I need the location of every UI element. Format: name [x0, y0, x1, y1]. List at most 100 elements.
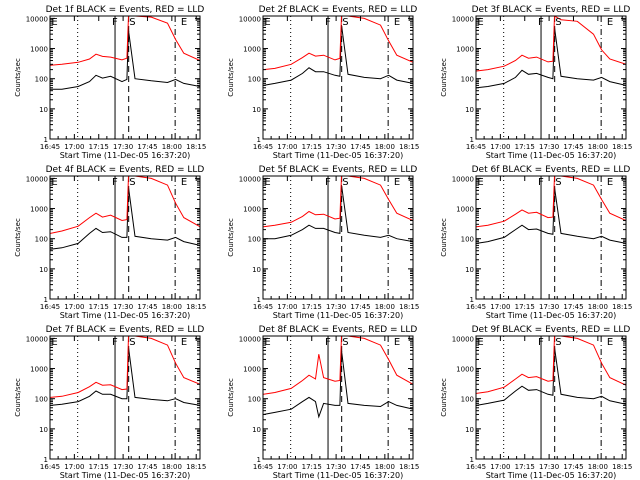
x-axis-label: Start Time (11-Dec-05 16:37:20) — [486, 471, 617, 480]
y-tick-label: 1000 — [456, 206, 474, 214]
x-tick-label: 18:15 — [186, 143, 206, 151]
interval-marker-f: F — [325, 177, 331, 188]
interval-marker-e: E — [181, 17, 187, 28]
x-tick-label: 17:15 — [515, 463, 535, 471]
panel-4: Det 4f BLACK = Events, RED = LLD E F S E 1 10 1… — [14, 165, 206, 320]
x-axis-label: Start Time (11-Dec-05 16:37:20) — [60, 471, 191, 480]
interval-marker-s: S — [129, 17, 135, 28]
interval-marker-s: S — [555, 177, 561, 188]
x-tick-label: 17:00 — [64, 463, 84, 471]
interval-marker-e: E — [394, 17, 400, 28]
y-tick-label: 1 — [44, 456, 48, 464]
x-tick-label: 17:00 — [490, 143, 510, 151]
x-tick-label: 18:15 — [399, 303, 419, 311]
panel-3: Det 3f BLACK = Events, RED = LLD E F S E 1 10 1… — [440, 5, 632, 160]
y-tick-label: 10000 — [452, 335, 474, 343]
x-tick-label: 18:00 — [375, 463, 395, 471]
y-tick-label: 100 — [248, 76, 261, 84]
x-tick-label: 17:15 — [515, 143, 535, 151]
y-tick-label: 1000 — [456, 366, 474, 374]
panel-8: Det 8f BLACK = Events, RED = LLD E F S E 1 10 1… — [227, 325, 419, 480]
y-tick-label: 100 — [248, 236, 261, 244]
x-axis-label: Start Time (11-Dec-05 16:37:20) — [60, 151, 191, 160]
x-tick-label: 18:00 — [588, 303, 608, 311]
x-tick-label: 17:00 — [64, 303, 84, 311]
x-tick-label: 18:15 — [612, 143, 632, 151]
panel-title: Det 5f BLACK = Events, RED = LLD — [259, 165, 418, 175]
plot-frame — [49, 15, 201, 140]
x-tick-label: 17:00 — [277, 143, 297, 151]
panel-7: Det 7f BLACK = Events, RED = LLD E F S E 1 10 1… — [14, 325, 206, 480]
interval-marker-e: E — [607, 177, 613, 188]
x-tick-label: 16:45 — [253, 143, 273, 151]
y-tick-label: 1 — [470, 456, 474, 464]
interval-marker-e: E — [394, 337, 400, 348]
x-tick-label: 16:45 — [466, 463, 486, 471]
panel-title: Det 8f BLACK = Events, RED = LLD — [259, 325, 418, 335]
x-tick-label: 18:15 — [186, 463, 206, 471]
lld-series-line — [476, 16, 626, 72]
x-tick-label: 17:45 — [563, 303, 583, 311]
x-tick-label: 18:00 — [588, 463, 608, 471]
plot-frame — [49, 335, 201, 460]
x-tick-label: 16:45 — [253, 463, 273, 471]
x-tick-label: 17:45 — [350, 303, 370, 311]
y-tick-label: 100 — [35, 76, 48, 84]
events-series-line — [263, 185, 413, 243]
x-tick-label: 17:30 — [113, 143, 133, 151]
y-tick-label: 10 — [465, 426, 474, 434]
y-tick-label: 10 — [465, 266, 474, 274]
plot-frame — [262, 15, 414, 140]
y-tick-label: 10 — [252, 266, 261, 274]
x-tick-label: 17:30 — [539, 463, 559, 471]
y-tick-label: 100 — [35, 396, 48, 404]
y-tick-label: 1 — [257, 456, 261, 464]
x-tick-label: 17:15 — [89, 143, 109, 151]
interval-marker-e: E — [607, 17, 613, 28]
y-tick-label: 1000 — [243, 366, 261, 374]
x-tick-label: 17:30 — [539, 143, 559, 151]
x-tick-label: 17:30 — [326, 303, 346, 311]
x-tick-label: 17:30 — [326, 143, 346, 151]
interval-marker-f: F — [538, 17, 544, 28]
interval-marker-e: E — [477, 17, 483, 28]
panel-title: Det 9f BLACK = Events, RED = LLD — [472, 325, 631, 335]
y-axis-label: Counts/sec — [440, 58, 448, 97]
lld-series-line — [50, 16, 200, 66]
y-tick-label: 10000 — [239, 335, 261, 343]
x-tick-label: 17:30 — [326, 463, 346, 471]
y-axis-label: Counts/sec — [440, 218, 448, 257]
y-axis-label: Counts/sec — [14, 218, 22, 257]
panel-title: Det 6f BLACK = Events, RED = LLD — [472, 165, 631, 175]
y-tick-label: 100 — [248, 396, 261, 404]
interval-marker-f: F — [112, 177, 118, 188]
interval-marker-e: E — [181, 337, 187, 348]
interval-marker-e: E — [264, 337, 270, 348]
x-tick-label: 17:45 — [137, 143, 157, 151]
x-tick-label: 16:45 — [466, 143, 486, 151]
interval-marker-f: F — [325, 17, 331, 28]
interval-marker-s: S — [342, 177, 348, 188]
interval-marker-e: E — [477, 337, 483, 348]
interval-marker-s: S — [129, 177, 135, 188]
y-tick-label: 1 — [44, 136, 48, 144]
x-tick-label: 17:45 — [563, 143, 583, 151]
x-tick-label: 18:00 — [375, 303, 395, 311]
x-tick-label: 17:30 — [113, 303, 133, 311]
y-tick-label: 10000 — [26, 15, 48, 23]
events-series-line — [50, 30, 200, 90]
events-series-line — [50, 187, 200, 250]
events-series-line — [50, 347, 200, 406]
interval-marker-f: F — [112, 337, 118, 348]
interval-marker-s: S — [129, 337, 135, 348]
lld-series-line — [263, 176, 413, 228]
x-tick-label: 18:00 — [588, 143, 608, 151]
y-tick-label: 10 — [39, 106, 48, 114]
y-tick-label: 10 — [39, 426, 48, 434]
panel-title: Det 4f BLACK = Events, RED = LLD — [46, 165, 205, 175]
y-tick-label: 100 — [461, 236, 474, 244]
x-tick-label: 17:00 — [490, 303, 510, 311]
x-tick-label: 17:45 — [563, 463, 583, 471]
plot-frame — [475, 15, 627, 140]
y-tick-label: 10000 — [239, 15, 261, 23]
